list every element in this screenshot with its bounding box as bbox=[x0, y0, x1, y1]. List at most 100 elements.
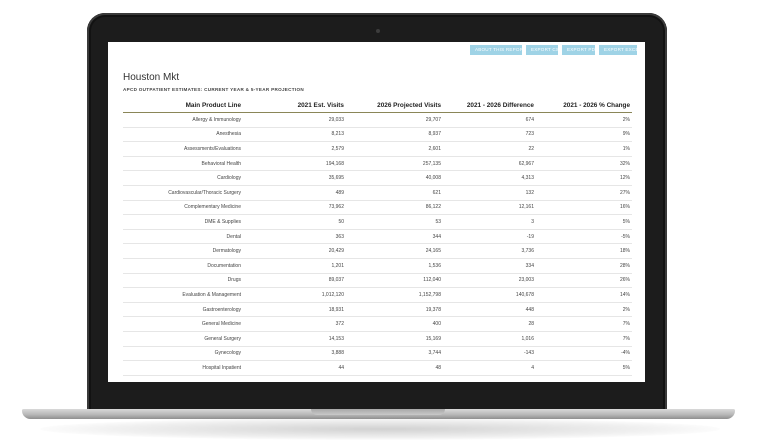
visits-2026-cell: 344 bbox=[346, 229, 443, 245]
page-subtitle: APCD Outpatient Estimates: Current Year … bbox=[123, 87, 304, 92]
table-header-row: Main Product Line 2021 Est. Visits 2026 … bbox=[123, 98, 632, 113]
difference-cell: 23,003 bbox=[443, 273, 536, 289]
table-row: Allergy & Immunology 29,033 29,707 674 2% bbox=[123, 112, 632, 128]
webcam-icon bbox=[376, 29, 380, 33]
product-line-cell: Documentation bbox=[123, 258, 243, 274]
percent-change-cell: 26% bbox=[536, 273, 632, 289]
difference-cell: 1,016 bbox=[443, 331, 536, 347]
difference-cell: 3 bbox=[443, 214, 536, 230]
percent-change-cell: 7% bbox=[536, 331, 632, 347]
export-excel-button[interactable]: Export Excel bbox=[599, 45, 641, 55]
product-line-cell: Dermatology bbox=[123, 243, 243, 259]
difference-cell: 22 bbox=[443, 141, 536, 157]
report-screen: About This Report Export CSV Export PDF … bbox=[108, 42, 645, 382]
table-row: Evaluation & Management 1,012,120 1,152,79… bbox=[123, 287, 632, 303]
table-row: Anesthesia 8,213 8,937 723 9% bbox=[123, 127, 632, 143]
outpatient-estimates-table: Main Product Line 2021 Est. Visits 2026 … bbox=[123, 98, 632, 376]
table-row: Dental 363 344 -19 -5% bbox=[123, 229, 632, 245]
table-row: Hospital Inpatient 44 48 4 5% bbox=[123, 360, 632, 376]
product-line-cell: Cardiovascular/Thoracic Surgery bbox=[123, 185, 243, 201]
visits-2026-cell: 3,744 bbox=[346, 346, 443, 362]
visits-2021-cell: 50 bbox=[243, 214, 346, 230]
product-line-cell: Gynecology bbox=[123, 346, 243, 362]
visits-2026-cell: 112,040 bbox=[346, 273, 443, 289]
column-header-product-line[interactable]: Main Product Line bbox=[123, 98, 243, 113]
difference-cell: 12,161 bbox=[443, 200, 536, 216]
product-line-cell: General Medicine bbox=[123, 316, 243, 332]
product-line-cell: Gastroenterology bbox=[123, 302, 243, 318]
percent-change-cell: 2% bbox=[536, 112, 632, 128]
visits-2021-cell: 1,012,120 bbox=[243, 287, 346, 303]
visits-2026-cell: 19,378 bbox=[346, 302, 443, 318]
visits-2026-cell: 1,536 bbox=[346, 258, 443, 274]
visits-2026-cell: 400 bbox=[346, 316, 443, 332]
percent-change-cell: 2% bbox=[536, 302, 632, 318]
visits-2021-cell: 89,037 bbox=[243, 273, 346, 289]
difference-cell: 448 bbox=[443, 302, 536, 318]
percent-change-cell: 12% bbox=[536, 170, 632, 186]
visits-2026-cell: 24,165 bbox=[346, 243, 443, 259]
percent-change-cell: 5% bbox=[536, 214, 632, 230]
visits-2026-cell: 48 bbox=[346, 360, 443, 376]
visits-2026-cell: 1,152,798 bbox=[346, 287, 443, 303]
visits-2021-cell: 363 bbox=[243, 229, 346, 245]
visits-2026-cell: 86,122 bbox=[346, 200, 443, 216]
difference-cell: -19 bbox=[443, 229, 536, 245]
percent-change-cell: 7% bbox=[536, 316, 632, 332]
visits-2021-cell: 14,153 bbox=[243, 331, 346, 347]
percent-change-cell: 14% bbox=[536, 287, 632, 303]
difference-cell: 140,678 bbox=[443, 287, 536, 303]
percent-change-cell: 9% bbox=[536, 127, 632, 143]
visits-2021-cell: 1,201 bbox=[243, 258, 346, 274]
product-line-cell: Dental bbox=[123, 229, 243, 245]
product-line-cell: Evaluation & Management bbox=[123, 287, 243, 303]
visits-2021-cell: 35,695 bbox=[243, 170, 346, 186]
product-line-cell: Assessments/Evaluations bbox=[123, 141, 243, 157]
visits-2026-cell: 29,707 bbox=[346, 112, 443, 128]
percent-change-cell: 28% bbox=[536, 258, 632, 274]
product-line-cell: DME & Supplies bbox=[123, 214, 243, 230]
table-row: General Surgery 14,153 15,169 1,016 7% bbox=[123, 331, 632, 347]
visits-2021-cell: 18,931 bbox=[243, 302, 346, 318]
column-header-2021-visits[interactable]: 2021 Est. Visits bbox=[243, 98, 346, 113]
visits-2021-cell: 372 bbox=[243, 316, 346, 332]
table-row: Cardiovascular/Thoracic Surgery 489 621 132… bbox=[123, 185, 632, 201]
difference-cell: 28 bbox=[443, 316, 536, 332]
product-line-cell: General Surgery bbox=[123, 331, 243, 347]
difference-cell: 4,313 bbox=[443, 170, 536, 186]
percent-change-cell: -4% bbox=[536, 346, 632, 362]
table-row: Dermatology 20,429 24,165 3,736 18% bbox=[123, 243, 632, 259]
visits-2026-cell: 257,135 bbox=[346, 156, 443, 172]
difference-cell: 4 bbox=[443, 360, 536, 376]
table-row: Gastroenterology 18,931 19,378 448 2% bbox=[123, 302, 632, 318]
difference-cell: 674 bbox=[443, 112, 536, 128]
product-line-cell: Cardiology bbox=[123, 170, 243, 186]
table-row: Drugs 89,037 112,040 23,003 26% bbox=[123, 273, 632, 289]
visits-2021-cell: 3,888 bbox=[243, 346, 346, 362]
table-row: Complementary Medicine 73,962 86,122 12,161… bbox=[123, 200, 632, 216]
column-header-percent-change[interactable]: 2021 - 2026 % Change bbox=[536, 98, 632, 113]
visits-2021-cell: 489 bbox=[243, 185, 346, 201]
export-csv-button[interactable]: Export CSV bbox=[526, 45, 562, 55]
difference-cell: -143 bbox=[443, 346, 536, 362]
difference-cell: 334 bbox=[443, 258, 536, 274]
column-header-2026-visits[interactable]: 2026 Projected Visits bbox=[346, 98, 443, 113]
difference-cell: 3,736 bbox=[443, 243, 536, 259]
column-header-difference[interactable]: 2021 - 2026 Difference bbox=[443, 98, 536, 113]
visits-2026-cell: 621 bbox=[346, 185, 443, 201]
visits-2021-cell: 73,962 bbox=[243, 200, 346, 216]
export-pdf-button[interactable]: Export PDF bbox=[562, 45, 598, 55]
visits-2021-cell: 20,429 bbox=[243, 243, 346, 259]
report-toolbar: About This Report Export CSV Export PDF … bbox=[470, 45, 641, 55]
table-body: Allergy & Immunology 29,033 29,707 674 2% Ane… bbox=[123, 112, 632, 376]
table-row: Cardiology 35,695 40,008 4,313 12% bbox=[123, 170, 632, 186]
table-row: Documentation 1,201 1,536 334 28% bbox=[123, 258, 632, 274]
product-line-cell: Allergy & Immunology bbox=[123, 112, 243, 128]
page-title: Houston Mkt bbox=[123, 72, 180, 83]
about-report-button[interactable]: About This Report bbox=[470, 45, 526, 55]
product-line-cell: Hospital Inpatient bbox=[123, 360, 243, 376]
table-row: Gynecology 3,888 3,744 -143 -4% bbox=[123, 346, 632, 362]
difference-cell: 62,967 bbox=[443, 156, 536, 172]
difference-cell: 723 bbox=[443, 127, 536, 143]
table-row: General Medicine 372 400 28 7% bbox=[123, 316, 632, 332]
